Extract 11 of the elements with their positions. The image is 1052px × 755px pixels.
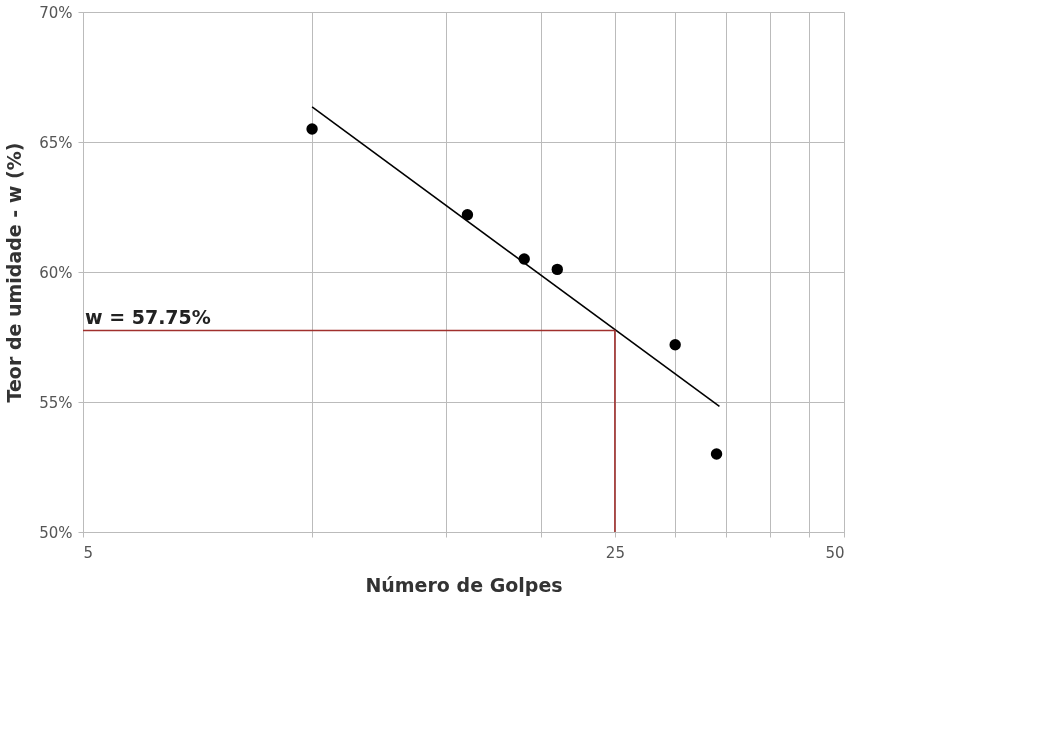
y-tick-label: 65% <box>39 133 73 152</box>
x-tick-label: 25 <box>605 543 625 562</box>
y-tick-label: 70% <box>39 3 73 22</box>
x-tick-label: 5 <box>83 543 94 562</box>
x-tick-label: 50 <box>825 543 845 562</box>
y-axis-title: Teor de umidade - w (%) <box>3 142 26 403</box>
annotation: w = 57.75% <box>85 305 211 328</box>
y-tick-label: 55% <box>39 393 73 412</box>
y-tick-label: 60% <box>39 263 73 282</box>
y-tick-label: 50% <box>39 523 73 542</box>
x-axis-title: Número de Golpes <box>365 573 563 596</box>
